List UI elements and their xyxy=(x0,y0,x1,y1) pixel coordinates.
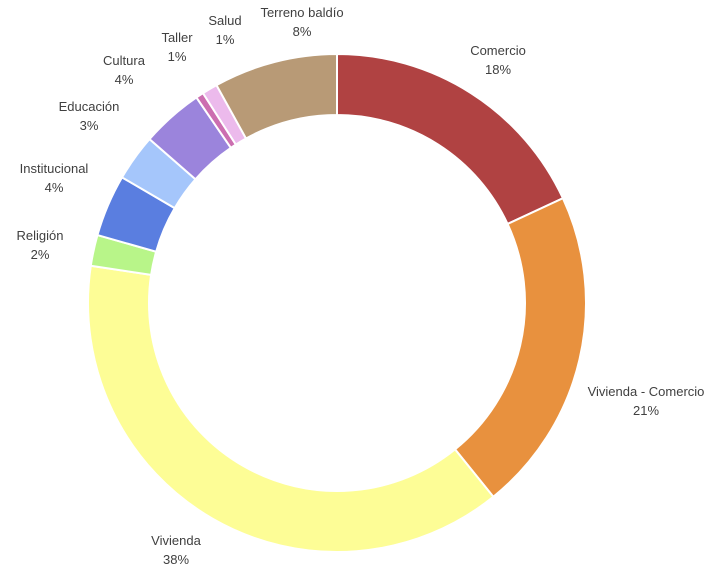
slice-vivienda xyxy=(87,264,495,553)
data-label-cultura: Cultura 4% xyxy=(103,53,146,87)
data-label-category: Salud xyxy=(208,13,241,28)
data-label-percent: 4% xyxy=(45,180,64,195)
data-label-percent: 38% xyxy=(163,552,189,567)
data-label-category: Taller xyxy=(161,30,193,45)
slice-terreno-baldio xyxy=(215,52,338,140)
data-label-category: Terreno baldío xyxy=(260,5,343,20)
labels-layer: Comercio 18%Vivienda - Comercio 21%Viviend… xyxy=(17,5,705,567)
data-label-percent: 1% xyxy=(168,49,187,64)
data-label-category: Cultura xyxy=(103,53,146,68)
data-label-category: Institucional xyxy=(20,161,89,176)
data-label-category: Vivienda - Comercio xyxy=(588,384,705,399)
data-label-comercio: Comercio 18% xyxy=(470,43,526,77)
data-label-percent: 18% xyxy=(485,62,511,77)
data-label-percent: 21% xyxy=(633,403,659,418)
data-label-category: Educación xyxy=(59,99,120,114)
data-label-vivienda-comercio: Vivienda - Comercio 21% xyxy=(588,384,705,418)
data-label-category: Vivienda xyxy=(151,533,201,548)
data-label-percent: 3% xyxy=(80,118,99,133)
data-label-vivienda: Vivienda 38% xyxy=(151,533,201,567)
data-label-terreno-baldio: Terreno baldío 8% xyxy=(260,5,343,39)
data-label-taller: Taller 1% xyxy=(161,30,193,64)
data-label-percent: 8% xyxy=(293,24,312,39)
slice-comercio xyxy=(336,52,565,226)
data-label-religion: Religión 2% xyxy=(17,228,64,262)
data-label-category: Religión xyxy=(17,228,64,243)
slices-layer xyxy=(87,52,587,553)
data-label-percent: 2% xyxy=(31,247,50,262)
data-label-percent: 4% xyxy=(115,72,134,87)
data-label-institucional: Institucional 4% xyxy=(20,161,89,195)
data-label-salud: Salud 1% xyxy=(208,13,241,47)
slice-vivienda-comercio xyxy=(453,196,587,499)
data-label-category: Comercio xyxy=(470,43,526,58)
data-label-percent: 1% xyxy=(216,32,235,47)
data-label-educacion: Educación 3% xyxy=(59,99,120,133)
